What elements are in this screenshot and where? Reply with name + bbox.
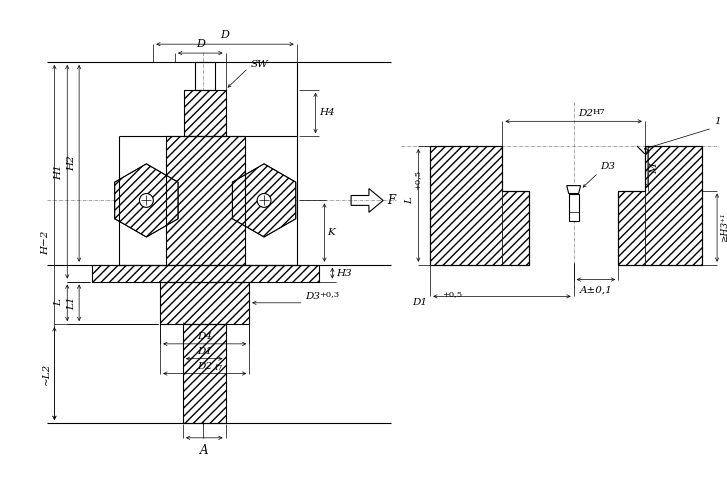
Text: D3: D3 (305, 292, 321, 301)
Text: D2: D2 (579, 109, 594, 119)
Text: D: D (220, 30, 230, 40)
Polygon shape (645, 146, 702, 265)
Text: M: M (650, 163, 659, 174)
Text: +0,5: +0,5 (442, 290, 462, 299)
Text: ~L2: ~L2 (41, 362, 50, 384)
Polygon shape (166, 136, 245, 265)
Polygon shape (430, 146, 502, 265)
Text: SW: SW (250, 60, 268, 70)
Text: D3: D3 (601, 162, 615, 171)
Text: H4: H4 (319, 108, 335, 118)
Text: D: D (196, 39, 205, 49)
Circle shape (140, 193, 153, 207)
Text: L: L (406, 197, 414, 204)
Polygon shape (92, 265, 319, 282)
Text: H−2: H−2 (41, 230, 50, 255)
Text: L1: L1 (67, 296, 76, 310)
Text: F: F (387, 194, 395, 207)
Text: H2: H2 (67, 156, 76, 171)
Polygon shape (183, 324, 225, 423)
Text: H3: H3 (337, 269, 352, 277)
Text: D2: D2 (197, 361, 212, 371)
Text: A: A (200, 444, 209, 457)
Polygon shape (115, 164, 178, 237)
Text: H1: H1 (55, 164, 63, 180)
Polygon shape (160, 282, 249, 324)
Text: A±0,1: A±0,1 (579, 286, 612, 295)
Polygon shape (233, 164, 296, 237)
Text: ≥H3⁺¹: ≥H3⁺¹ (720, 213, 727, 242)
Polygon shape (184, 90, 225, 136)
Text: +0,5: +0,5 (414, 169, 422, 190)
Text: D1: D1 (412, 299, 427, 307)
Text: +0,3: +0,3 (319, 290, 340, 298)
Text: D1: D1 (197, 347, 212, 356)
Text: L: L (55, 300, 63, 306)
Text: f7: f7 (214, 363, 223, 372)
Polygon shape (502, 191, 529, 265)
Text: D4: D4 (197, 332, 212, 341)
Polygon shape (618, 191, 645, 265)
Polygon shape (567, 186, 581, 193)
Text: 1: 1 (714, 117, 720, 126)
Text: K: K (327, 228, 335, 237)
Text: H7: H7 (593, 108, 605, 116)
Circle shape (257, 193, 271, 207)
Bar (569, 193, 579, 221)
